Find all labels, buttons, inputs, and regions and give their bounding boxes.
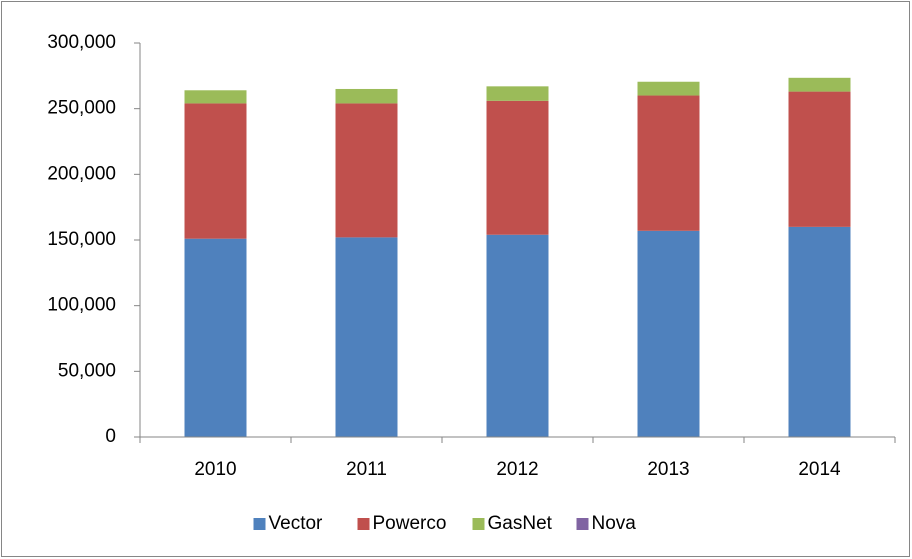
legend-swatch: [576, 518, 589, 530]
bar-segment: [335, 103, 398, 238]
bar-segment: [637, 230, 700, 437]
legend-swatch: [472, 518, 485, 530]
bar-segment: [335, 88, 398, 104]
x-tick-label: 2010: [194, 459, 236, 480]
bar-segment: [486, 86, 549, 101]
bar-segment: [184, 238, 247, 437]
legend-label: GasNet: [488, 513, 553, 534]
legend-swatch: [253, 518, 266, 530]
x-tick-label: 2012: [496, 459, 538, 480]
legend-label: Vector: [269, 513, 324, 534]
y-tick-label: 50,000: [58, 360, 116, 381]
y-tick-label: 300,000: [47, 32, 116, 53]
bar-segment: [637, 81, 700, 96]
bar-segment: [788, 226, 851, 437]
bar-segment: [486, 100, 549, 235]
bar-segment: [788, 91, 851, 227]
y-tick-label: 200,000: [47, 163, 116, 184]
y-tick-label: 0: [105, 426, 116, 447]
x-tick-label: 2014: [798, 459, 841, 480]
bar-segment: [184, 103, 247, 239]
bar-segment: [637, 95, 700, 231]
legend-swatch: [357, 518, 370, 530]
x-tick-label: 2013: [647, 459, 689, 480]
legend-label: Nova: [592, 513, 637, 534]
bar-segment: [335, 237, 398, 437]
y-tick-label: 150,000: [47, 229, 116, 250]
x-tick-label: 2011: [346, 459, 387, 480]
legend-label: Powerco: [373, 513, 447, 534]
y-tick-label: 100,000: [47, 295, 116, 316]
bar-segment: [486, 234, 549, 437]
y-tick-label: 250,000: [47, 98, 116, 119]
bar-segment: [184, 90, 247, 104]
bar-segment: [788, 77, 851, 92]
